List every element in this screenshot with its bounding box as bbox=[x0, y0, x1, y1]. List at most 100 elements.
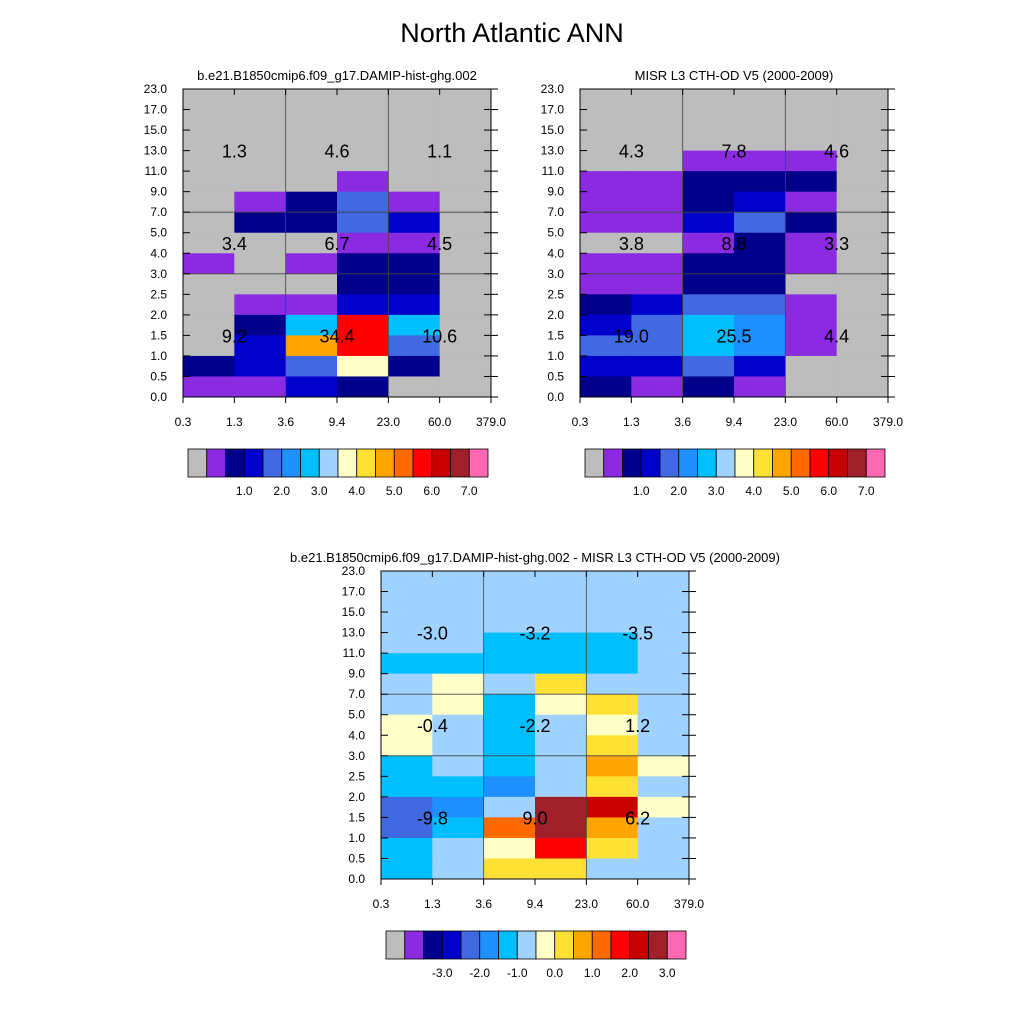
colorbar-swatch bbox=[468, 448, 489, 478]
heatmap-cell bbox=[586, 591, 639, 613]
heatmap-cell bbox=[234, 171, 287, 193]
heatmap-cell bbox=[586, 694, 639, 716]
x-tick-label: 23.0 bbox=[774, 415, 798, 429]
heatmap-cell bbox=[631, 171, 684, 193]
heatmap-cell bbox=[285, 376, 338, 398]
colorbar-swatch bbox=[865, 448, 886, 478]
heatmap-cell bbox=[381, 632, 433, 654]
heatmap-cell bbox=[637, 776, 690, 798]
panel-difference: b.e21.B1850cmip6.f09_g17.DAMIP-hist-ghg.… bbox=[290, 550, 780, 980]
colorbar-label: 0.0 bbox=[546, 966, 563, 980]
y-tick-label: 3.0 bbox=[150, 267, 167, 281]
heatmap-cell bbox=[439, 232, 492, 254]
heatmap-cell bbox=[580, 314, 632, 336]
heatmap-cell bbox=[285, 150, 338, 172]
heatmap-cell bbox=[734, 212, 786, 234]
heatmap-cell bbox=[535, 571, 587, 593]
heatmap-cell bbox=[388, 376, 441, 398]
heatmap-cell bbox=[631, 150, 684, 172]
heatmap-cell bbox=[734, 150, 786, 172]
heatmap-cell bbox=[388, 253, 441, 275]
x-tick-label: 1.3 bbox=[226, 415, 243, 429]
heatmap-cell bbox=[580, 232, 632, 254]
heatmap-cell bbox=[734, 314, 786, 336]
heatmap-cell bbox=[535, 632, 587, 654]
heatmap-cell bbox=[631, 130, 684, 152]
heatmap-cell bbox=[637, 714, 690, 736]
heatmap-cell bbox=[432, 837, 485, 859]
heatmap-cell bbox=[535, 653, 587, 675]
heatmap-cell bbox=[580, 273, 632, 295]
heatmap-cell bbox=[682, 314, 735, 336]
heatmap-cell bbox=[734, 294, 786, 316]
heatmap-cell bbox=[637, 694, 690, 716]
heatmap-cell bbox=[483, 591, 536, 613]
heatmap-cell bbox=[586, 776, 639, 798]
heatmap-cell bbox=[637, 632, 690, 654]
heatmap-cell bbox=[483, 796, 536, 818]
colorbar-swatch bbox=[460, 930, 481, 960]
heatmap-cell bbox=[785, 191, 838, 213]
colorbar-swatch bbox=[450, 448, 470, 478]
heatmap-cell bbox=[183, 294, 235, 316]
heatmap-cell bbox=[483, 653, 536, 675]
colorbar-label: 2.0 bbox=[273, 484, 290, 498]
heatmap-cell bbox=[439, 171, 492, 193]
y-tick-label: 9.0 bbox=[547, 185, 564, 199]
heatmap-cell bbox=[734, 109, 786, 131]
heatmap-cell bbox=[337, 130, 389, 152]
colorbar-swatch bbox=[697, 448, 717, 478]
heatmap-cell bbox=[337, 109, 389, 131]
heatmap-cell bbox=[586, 673, 639, 695]
heatmap-cell bbox=[483, 735, 536, 757]
heatmap-cell bbox=[836, 150, 889, 172]
x-tick-label: 0.3 bbox=[175, 415, 192, 429]
box-value-label: 3.3 bbox=[824, 234, 849, 254]
colorbar-swatch bbox=[300, 448, 320, 478]
heatmap-cell bbox=[586, 612, 639, 634]
x-tick-label: 60.0 bbox=[825, 415, 849, 429]
colorbar-swatch bbox=[385, 930, 406, 960]
colorbar-swatch bbox=[591, 930, 612, 960]
y-tick-label: 15.0 bbox=[541, 123, 565, 137]
heatmap-cell bbox=[432, 591, 485, 613]
box-value-label: -0.4 bbox=[417, 716, 448, 736]
colorbar-label: -2.0 bbox=[469, 966, 490, 980]
heatmap-cell bbox=[785, 232, 838, 254]
heatmap-cell bbox=[388, 294, 441, 316]
heatmap-cell bbox=[631, 273, 684, 295]
colorbar-swatch bbox=[648, 930, 668, 960]
y-tick-label: 0.0 bbox=[348, 872, 365, 886]
heatmap-cell bbox=[381, 571, 433, 593]
heatmap-cell bbox=[631, 212, 684, 234]
x-tick-label: 9.4 bbox=[527, 897, 544, 911]
heatmap-cell bbox=[586, 632, 639, 654]
heatmap-cell bbox=[785, 376, 838, 398]
x-tick-label: 60.0 bbox=[428, 415, 452, 429]
heatmap-cell bbox=[337, 335, 389, 357]
x-tick-label: 1.3 bbox=[623, 415, 640, 429]
heatmap-cell bbox=[836, 314, 889, 336]
heatmap-cell bbox=[785, 150, 838, 172]
heatmap-cell bbox=[234, 335, 287, 357]
heatmap-cell bbox=[388, 335, 441, 357]
colorbar-swatch bbox=[337, 448, 358, 478]
heatmap-cell bbox=[183, 232, 235, 254]
y-tick-label: 0.5 bbox=[348, 851, 365, 865]
colorbar-swatch bbox=[225, 448, 245, 478]
colorbar-swatch bbox=[516, 930, 537, 960]
heatmap-cell bbox=[580, 109, 632, 131]
y-tick-label: 13.0 bbox=[144, 144, 168, 158]
heatmap-cell bbox=[836, 355, 889, 377]
heatmap-cell bbox=[734, 191, 786, 213]
box-value-label: 9.0 bbox=[522, 808, 547, 828]
y-tick-label: 5.0 bbox=[547, 226, 564, 240]
heatmap-cell bbox=[637, 858, 690, 880]
heatmap-cell bbox=[183, 150, 235, 172]
heatmap-cell bbox=[734, 232, 786, 254]
heatmap-cell bbox=[535, 591, 587, 613]
y-tick-label: 0.5 bbox=[150, 369, 167, 383]
colorbar-swatch bbox=[573, 930, 593, 960]
heatmap-cell bbox=[439, 212, 492, 234]
heatmap-cell bbox=[836, 191, 889, 213]
